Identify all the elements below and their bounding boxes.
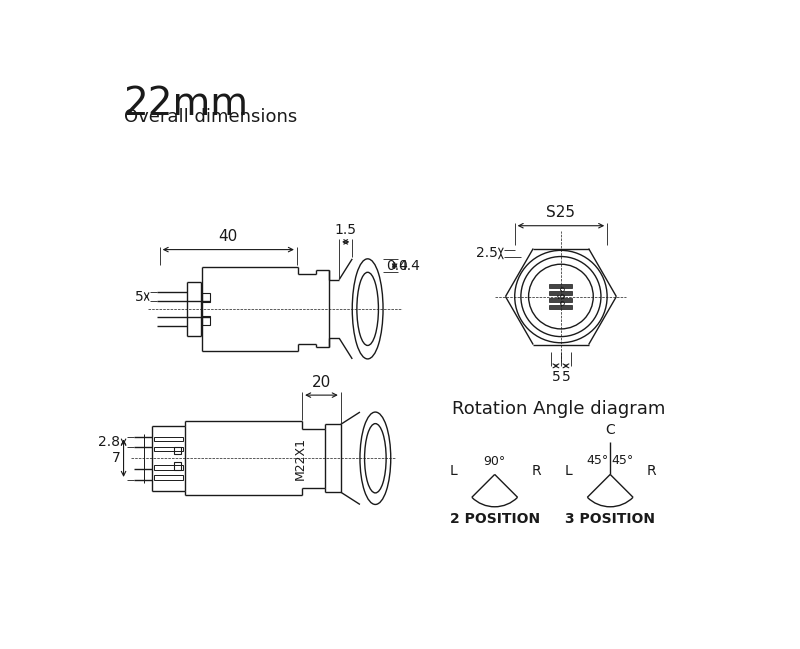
Text: 5: 5 — [135, 289, 143, 304]
Text: M22X1: M22X1 — [294, 437, 307, 480]
Bar — [154, 475, 183, 480]
Text: 1.5: 1.5 — [334, 223, 357, 236]
Bar — [174, 447, 182, 454]
Text: 2.8: 2.8 — [98, 435, 121, 449]
Text: 40: 40 — [218, 229, 238, 244]
Bar — [174, 462, 182, 470]
Bar — [550, 305, 573, 309]
Text: Overall dimensions: Overall dimensions — [123, 108, 297, 126]
Text: 5: 5 — [551, 370, 560, 384]
Text: R: R — [647, 464, 657, 478]
Bar — [550, 291, 573, 295]
Text: L: L — [450, 464, 457, 478]
Text: 2 POSITION: 2 POSITION — [450, 512, 540, 526]
Text: 90°: 90° — [483, 455, 506, 469]
Text: 20: 20 — [312, 374, 331, 390]
Text: 22mm: 22mm — [123, 85, 249, 123]
Bar — [550, 299, 573, 302]
Text: 3 POSITION: 3 POSITION — [565, 512, 655, 526]
Bar — [550, 284, 573, 288]
Text: 0.4: 0.4 — [398, 258, 420, 273]
Bar — [202, 316, 210, 325]
Text: 2.5: 2.5 — [476, 247, 498, 260]
Text: 0.4: 0.4 — [386, 258, 409, 273]
Text: 45°: 45° — [611, 454, 634, 467]
Bar — [154, 437, 183, 441]
Text: 7: 7 — [112, 451, 121, 465]
Bar — [202, 293, 210, 302]
Text: R: R — [531, 464, 541, 478]
Text: Rotation Angle diagram: Rotation Angle diagram — [452, 400, 666, 418]
Text: S25: S25 — [546, 205, 575, 220]
Bar — [154, 465, 183, 470]
Bar — [154, 447, 183, 451]
Text: 5: 5 — [562, 370, 570, 384]
Text: L: L — [565, 464, 573, 478]
Text: C: C — [606, 423, 615, 437]
Text: 45°: 45° — [586, 454, 609, 467]
